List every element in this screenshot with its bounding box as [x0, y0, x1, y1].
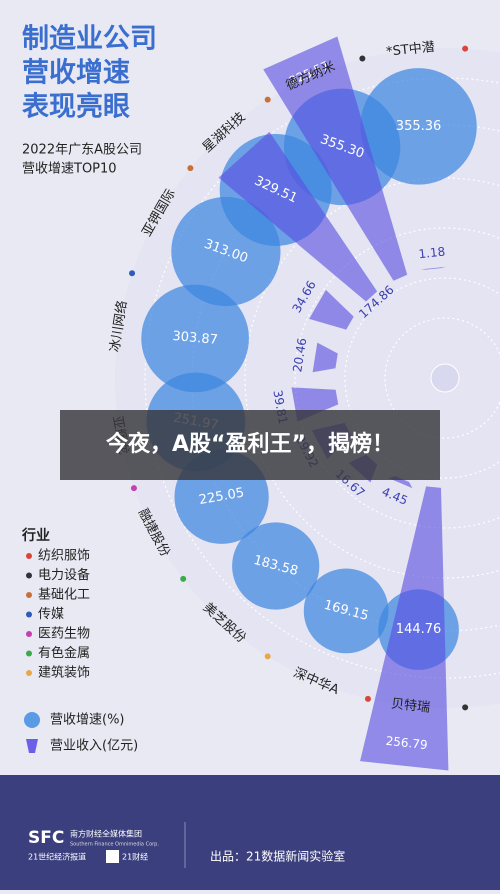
footer-org: 南方财经全媒体集团	[70, 829, 142, 839]
revenue-label: 1.18	[418, 245, 446, 262]
industry-dot	[359, 55, 366, 62]
legend-label: 有色金属	[38, 645, 90, 661]
legend-label: 基础化工	[38, 588, 90, 603]
growth-label: 144.76	[396, 622, 442, 637]
footer-brand: 21财经	[122, 852, 148, 862]
industry-dot	[364, 695, 371, 702]
footer-brand: 21世纪经济报道	[28, 852, 86, 862]
legend-label: 建筑装饰	[38, 665, 90, 681]
revenue-wedge	[218, 131, 378, 302]
chart: 355.361.18*ST中潜355.30225.57德方纳米329.51174…	[107, 36, 477, 771]
legend-label: 医药生物	[38, 627, 90, 642]
legend-label: 电力设备	[38, 567, 90, 583]
legend-dot	[26, 611, 32, 618]
industry-dot	[187, 165, 194, 172]
banner-text: 今夜，A股“盈利王”，揭榜！	[106, 432, 394, 457]
legend-label: 纺织服饰	[38, 549, 90, 564]
legend-dot	[26, 650, 32, 657]
industry-dot	[129, 270, 136, 277]
ring	[344, 277, 500, 479]
revenue-label: 256.79	[385, 734, 428, 752]
title-line: 表现亮眼	[22, 91, 130, 123]
legend-wedge-icon	[26, 739, 38, 753]
banner: 今夜，A股“盈利王”，揭榜！	[60, 410, 440, 480]
footer-org-en: Southern Finance Omnimedia Corp.	[70, 842, 159, 848]
company-name: 贝特瑞	[390, 697, 430, 716]
industry-dot	[462, 704, 469, 711]
legend-title: 行业	[21, 527, 50, 544]
legend-dot	[26, 553, 32, 559]
subtitle-line: 2022年广东A股公司	[22, 143, 142, 158]
company-name: *ST中潜	[386, 40, 436, 60]
industry-dot	[462, 45, 469, 52]
legend-dot	[26, 670, 32, 676]
industry-dot	[130, 485, 137, 492]
revenue-wedge	[309, 289, 354, 330]
title-line: 营收增速	[22, 57, 130, 89]
subtitle-line: 营收增速TOP10	[22, 162, 117, 177]
growth-label: 355.36	[396, 119, 442, 134]
growth-circle	[171, 196, 281, 307]
growth-circle	[303, 568, 389, 654]
legend-label: 营业收入(亿元)	[50, 739, 138, 754]
industry-dot	[264, 653, 271, 660]
growth-circle	[141, 284, 249, 393]
legend-dot	[26, 592, 32, 598]
footer	[0, 775, 500, 890]
growth-label: 303.87	[172, 329, 219, 348]
legend-circle-icon	[24, 712, 40, 728]
legend-dot	[26, 631, 32, 637]
footer-logo: SFC	[28, 828, 64, 848]
revenue-wedge	[360, 486, 449, 771]
legend-dot	[26, 572, 32, 579]
revenue-label: 20.46	[290, 337, 309, 373]
growth-circle	[232, 522, 320, 610]
industry-dot	[264, 96, 271, 103]
title-line: 制造业公司	[22, 24, 157, 55]
footer-credit: 出品：21数据新闻实验室	[210, 849, 345, 864]
center-dot	[430, 363, 460, 393]
industry-dot	[180, 575, 187, 582]
ring	[294, 227, 500, 529]
revenue-wedge	[263, 36, 408, 281]
revenue-wedge	[420, 266, 446, 270]
legend-label: 传媒	[38, 607, 64, 622]
legend-label: 营收增速(%)	[50, 713, 125, 728]
footer-brand-icon	[106, 850, 119, 863]
revenue-wedge	[312, 342, 338, 373]
